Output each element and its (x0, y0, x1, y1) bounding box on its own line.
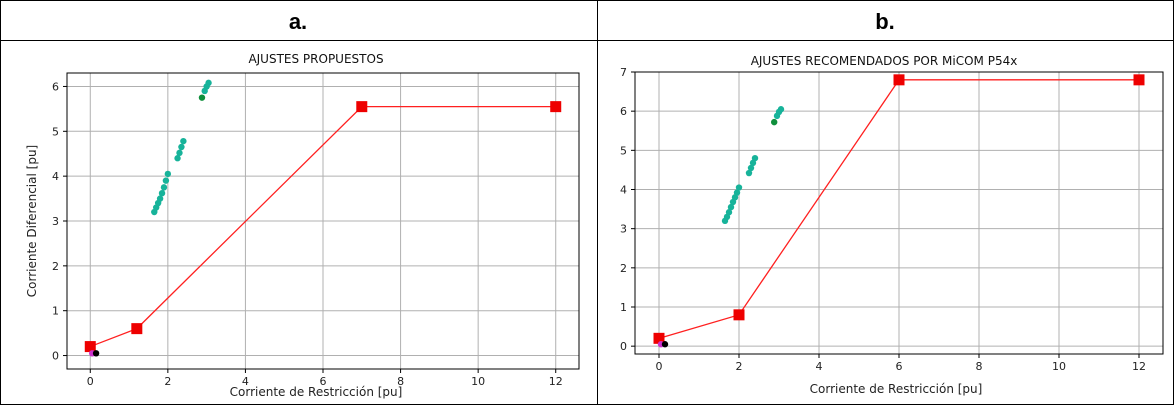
chart-b-ytick-label: 7 (620, 66, 627, 79)
chart-a-characteristic-marker (84, 341, 96, 353)
chart-a-fault-point (156, 195, 164, 202)
chart-b-ytick-label: 5 (620, 144, 627, 157)
chart-a-xtick-label: 6 (320, 375, 327, 388)
chart-b-ytick-label: 2 (620, 262, 627, 275)
chart-b-characteristic-marker (733, 309, 745, 321)
chart-b-fault-point (777, 106, 785, 113)
chart-b-characteristic-line (658, 79, 1139, 339)
chart-b-fault-point (751, 154, 759, 162)
chart-a-characteristic-line (90, 105, 556, 348)
chart-b-xtick-label: 0 (656, 360, 663, 373)
chart-a-xtick-label: 10 (471, 375, 485, 388)
chart-a-fault-point (180, 137, 187, 145)
chart-a-fault-point (205, 79, 212, 87)
chart-a-characteristic-marker (356, 101, 368, 113)
chart-a-ytick-label: 2 (52, 260, 59, 273)
chart-b-title: AJUSTES RECOMENDADOS POR MiCOM P54x (751, 54, 1018, 68)
chart-b-xtick-label: 8 (976, 360, 983, 373)
chart-a-grid (67, 73, 579, 369)
chart-a-characteristic-marker (131, 323, 143, 335)
chart-b-characteristic-marker (653, 332, 665, 344)
chart-a-data (84, 79, 562, 357)
chart-b-fault-point (771, 118, 778, 126)
chart-a-fault-point (178, 143, 185, 151)
chart-b-ytick-label: 1 (620, 301, 627, 314)
chart-a-xtick-label: 8 (397, 375, 404, 388)
chart-a-xtick-label: 2 (164, 375, 171, 388)
chart-b-fault-point (747, 164, 755, 172)
chart-a-ytick-label: 1 (52, 305, 59, 318)
chart-b-xtick-label: 2 (736, 360, 743, 373)
chart-a-fault-point (158, 189, 166, 197)
chart-a-xtick-label: 4 (242, 375, 249, 388)
chart-a-fault-point (160, 184, 168, 191)
chart-a-xtick-label: 0 (87, 375, 94, 388)
chart-a-ytick-label: 0 (52, 350, 59, 363)
chart-b-fault-point (745, 169, 753, 177)
chart-b-xtick-label: 12 (1132, 360, 1146, 373)
chart-a-origin-point (92, 350, 100, 357)
panel-b-label: b. (875, 9, 895, 34)
chart-a-ylabel: Corriente Diferencial [pu] (25, 145, 39, 297)
chart-b-xlabel: Corriente de Restricción [pu] (810, 382, 983, 396)
chart-a-fault-point (174, 155, 181, 162)
chart-b-ytick-label: 0 (620, 340, 627, 353)
chart-b-fault-point (727, 203, 735, 211)
panel-a-label: a. (289, 9, 307, 34)
chart-b-ytick-label: 4 (620, 184, 627, 197)
chart-b-fault-point (735, 184, 743, 191)
chart-b-ytick-label: 3 (620, 223, 627, 236)
chart-b-data (653, 74, 1145, 348)
chart-a-ytick-label: 6 (52, 80, 59, 93)
chart-a-ytick-label: 3 (52, 215, 59, 228)
chart-a-fault-point (198, 94, 206, 101)
chart-b-ytick-label: 6 (620, 105, 627, 118)
chart-a-fault-point (164, 170, 172, 178)
chart-a-xlabel: Corriente de Restricción [pu] (230, 385, 403, 399)
chart-a-fault-point (176, 149, 183, 157)
chart-b-characteristic-marker (893, 74, 905, 86)
chart-b-characteristic-marker (1133, 74, 1145, 86)
chart-a-xtick-label: 12 (549, 375, 563, 388)
chart-a-ytick-label: 5 (52, 125, 59, 138)
chart-b: AJUSTES RECOMENDADOS POR MiCOM P54x 0 2 4 6… (620, 54, 1164, 396)
chart-a-characteristic-marker (550, 101, 562, 113)
chart-a-ytick-label: 4 (52, 170, 59, 183)
chart-a-title: AJUSTES PROPUESTOS (248, 52, 383, 66)
chart-b-xtick-label: 10 (1052, 360, 1066, 373)
chart-a-fault-point (162, 177, 170, 184)
chart-b-xtick-label: 6 (896, 360, 903, 373)
chart-b-fault-point (725, 209, 733, 216)
chart-b-xtick-label: 4 (816, 360, 823, 373)
chart-b-fault-point (733, 189, 741, 196)
chart-b-origin-point (661, 341, 669, 348)
